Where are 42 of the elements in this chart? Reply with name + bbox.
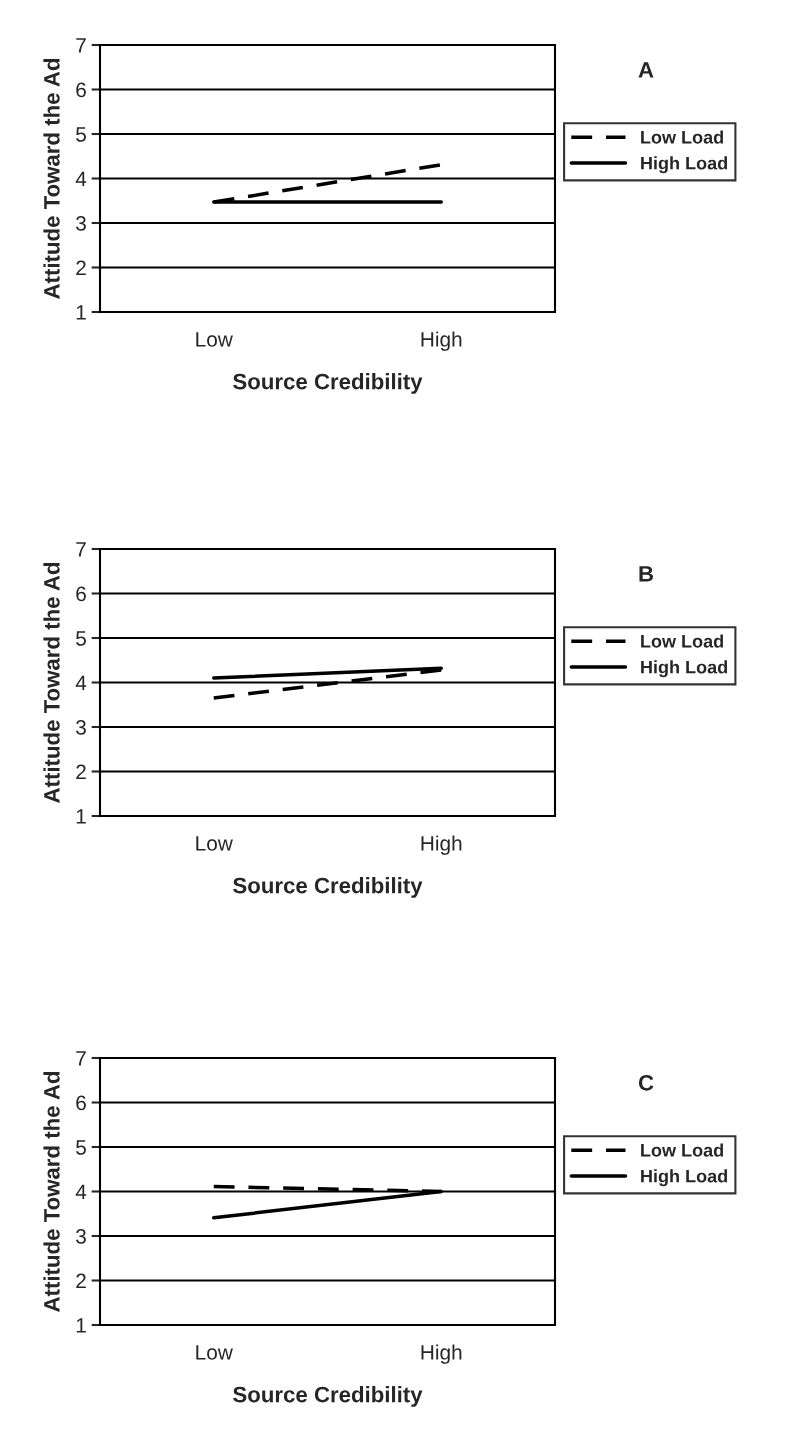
y-tick-label: 5	[76, 1140, 86, 1155]
x-axis-title: Source Credibility	[233, 1386, 423, 1407]
y-tick-label: 1	[76, 809, 86, 824]
x-tick-label: High	[421, 835, 462, 855]
text: C	[638, 1074, 654, 1091]
y-tick-label: 5	[76, 631, 86, 646]
y-tick-label: 7	[76, 1051, 86, 1066]
legend-label: High Load	[641, 156, 727, 174]
y-tick-label: 2	[76, 1273, 86, 1289]
x-tick-label: Low	[196, 836, 233, 851]
x-tick-label: High	[421, 1344, 462, 1364]
y-tick-label: 2	[76, 260, 86, 276]
y-tick-label: 6	[76, 82, 86, 98]
y-tick-label: 4	[75, 1184, 87, 1200]
y-tick-label: 2	[76, 764, 86, 780]
y-tick-label: 6	[76, 1095, 86, 1111]
x-axis-title: Source Credibility	[233, 877, 423, 898]
x-tick-label: Low	[196, 332, 233, 347]
y-tick-label: 7	[76, 38, 86, 53]
y-axis-title: Attitude Toward the Ad	[43, 562, 60, 803]
x-axis-title: Source Credibility	[233, 373, 423, 394]
x-tick-label: High	[421, 331, 462, 351]
legend-label: High Load	[641, 660, 727, 678]
y-axis-title: Attitude Toward the Ad	[43, 1071, 60, 1312]
legend-label: Low Load	[641, 634, 723, 648]
legend-label: High Load	[641, 1169, 727, 1187]
legend-label: Low Load	[641, 1143, 723, 1157]
y-tick-label: 3	[76, 720, 86, 735]
text: B	[639, 566, 654, 582]
y-tick-label: 6	[76, 586, 86, 602]
y-tick-label: 1	[76, 1318, 86, 1333]
x-tick-label: Low	[196, 1345, 233, 1360]
y-tick-label: 4	[75, 675, 87, 691]
y-tick-label: 4	[75, 171, 87, 187]
y-tick-label: 1	[76, 305, 86, 320]
text: A	[638, 62, 654, 78]
y-tick-label: 5	[76, 127, 86, 142]
y-tick-label: 7	[76, 542, 86, 557]
legend-label: Low Load	[641, 130, 723, 144]
y-tick-label: 3	[76, 216, 86, 231]
y-axis-title: Attitude Toward the Ad	[43, 58, 60, 299]
y-tick-label: 3	[76, 1229, 86, 1244]
